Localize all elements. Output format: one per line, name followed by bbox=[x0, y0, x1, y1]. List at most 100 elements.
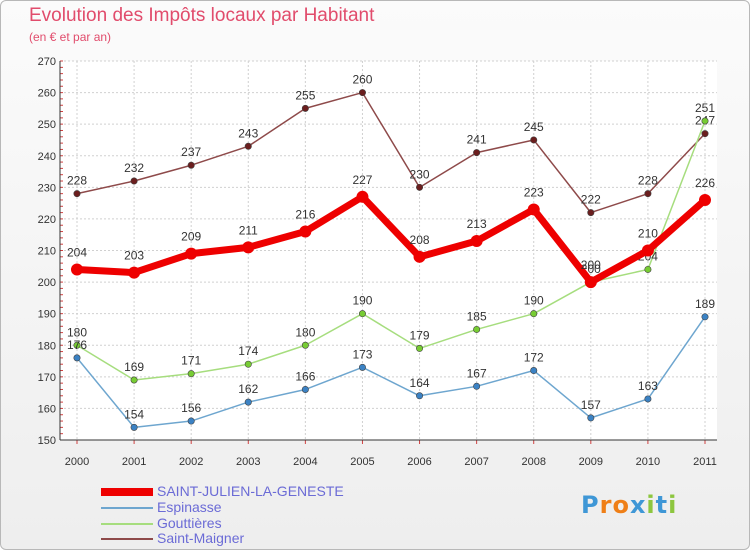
legend-label: SAINT-JULIEN-LA-GENESTE bbox=[157, 483, 344, 499]
x-tick-label: 2007 bbox=[464, 456, 488, 468]
data-label: 255 bbox=[295, 88, 315, 102]
data-label: 230 bbox=[410, 167, 430, 181]
x-tick-label: 2008 bbox=[521, 456, 545, 468]
data-label: 222 bbox=[581, 193, 601, 207]
proxiti-logo: Proxiti bbox=[581, 491, 677, 519]
data-label: 180 bbox=[295, 325, 315, 339]
x-tick-label: 2009 bbox=[579, 456, 603, 468]
x-tick-label: 2001 bbox=[122, 456, 146, 468]
data-label: 166 bbox=[295, 369, 315, 383]
data-point bbox=[587, 414, 595, 422]
data-label: 176 bbox=[67, 338, 87, 352]
data-label: 223 bbox=[524, 185, 544, 199]
y-tick-label: 180 bbox=[38, 340, 56, 352]
data-label: 226 bbox=[695, 176, 715, 190]
data-label: 228 bbox=[67, 174, 87, 188]
data-point bbox=[701, 130, 709, 138]
data-label: 157 bbox=[581, 398, 601, 412]
data-point bbox=[244, 398, 252, 406]
y-tick-label: 200 bbox=[38, 277, 56, 289]
logo-letter: i bbox=[646, 491, 656, 519]
data-point bbox=[473, 382, 481, 390]
x-tick-label: 2006 bbox=[407, 456, 431, 468]
data-point bbox=[73, 341, 81, 349]
data-point bbox=[584, 276, 597, 289]
data-point bbox=[73, 354, 81, 362]
data-point bbox=[530, 310, 538, 318]
data-label: 227 bbox=[352, 173, 372, 187]
data-point bbox=[242, 241, 255, 254]
legend-swatch bbox=[101, 523, 153, 525]
y-tick-label: 250 bbox=[38, 119, 56, 131]
legend-swatch bbox=[101, 488, 153, 496]
y-tick-label: 230 bbox=[38, 182, 56, 194]
data-label: 169 bbox=[124, 360, 144, 374]
data-label: 260 bbox=[352, 73, 372, 87]
data-label: 180 bbox=[67, 325, 87, 339]
data-point bbox=[244, 360, 252, 368]
data-label: 173 bbox=[352, 347, 372, 361]
data-label: 210 bbox=[638, 227, 658, 241]
data-label: 190 bbox=[352, 294, 372, 308]
y-tick-label: 170 bbox=[38, 372, 56, 384]
logo-letter: r bbox=[599, 491, 613, 519]
data-point bbox=[130, 423, 138, 431]
data-label: 228 bbox=[638, 174, 658, 188]
chart-title: Evolution des Impôts locaux par Habitant bbox=[29, 5, 375, 26]
data-point bbox=[473, 325, 481, 333]
data-label: 163 bbox=[638, 379, 658, 393]
legend-label: Saint-Maigner bbox=[157, 530, 245, 546]
legend-label: Espinasse bbox=[157, 499, 222, 515]
y-tick-label: 210 bbox=[38, 246, 56, 258]
data-label: 216 bbox=[295, 208, 315, 222]
series-line-3 bbox=[76, 91, 706, 214]
data-label: 174 bbox=[238, 344, 258, 358]
data-point bbox=[699, 193, 711, 206]
data-label: 203 bbox=[124, 249, 144, 263]
data-label: 185 bbox=[467, 309, 487, 323]
series-line-1 bbox=[76, 316, 706, 429]
data-label: 172 bbox=[524, 351, 544, 365]
data-point bbox=[644, 265, 652, 273]
logo-letter: P bbox=[581, 491, 600, 519]
data-label: 243 bbox=[238, 126, 258, 140]
logo-letter: o bbox=[612, 491, 630, 519]
x-tick-label: 2004 bbox=[293, 456, 317, 468]
data-label: 162 bbox=[238, 382, 258, 396]
data-point bbox=[644, 190, 652, 198]
logo-letter: x bbox=[629, 491, 647, 519]
data-point bbox=[358, 310, 366, 318]
data-label: 164 bbox=[410, 376, 430, 390]
legend-swatch bbox=[101, 538, 153, 540]
data-point bbox=[356, 190, 369, 203]
data-point bbox=[301, 385, 309, 393]
data-label: 208 bbox=[410, 233, 430, 247]
data-label: 156 bbox=[181, 401, 201, 415]
logo-letter: i bbox=[668, 491, 678, 519]
legend-label: Gouttières bbox=[157, 515, 222, 531]
data-point bbox=[701, 313, 709, 321]
data-point bbox=[644, 395, 652, 403]
x-tick-label: 2003 bbox=[236, 456, 260, 468]
x-tick-label: 2000 bbox=[65, 456, 89, 468]
data-point bbox=[128, 266, 141, 279]
data-point bbox=[299, 225, 312, 238]
y-tick-label: 150 bbox=[38, 435, 56, 447]
data-label: 154 bbox=[124, 407, 144, 421]
data-point bbox=[187, 161, 195, 169]
data-label: 245 bbox=[524, 120, 544, 134]
data-point bbox=[416, 392, 424, 400]
data-point bbox=[587, 209, 595, 217]
data-point bbox=[185, 247, 198, 260]
data-label: 204 bbox=[67, 245, 87, 259]
data-point bbox=[358, 363, 366, 371]
y-tick-label: 260 bbox=[38, 88, 56, 100]
data-label: 251 bbox=[695, 101, 715, 115]
data-point bbox=[301, 104, 309, 112]
data-label: 189 bbox=[695, 297, 715, 311]
data-point bbox=[641, 244, 654, 257]
data-label: 171 bbox=[181, 354, 201, 368]
data-point bbox=[71, 263, 83, 276]
